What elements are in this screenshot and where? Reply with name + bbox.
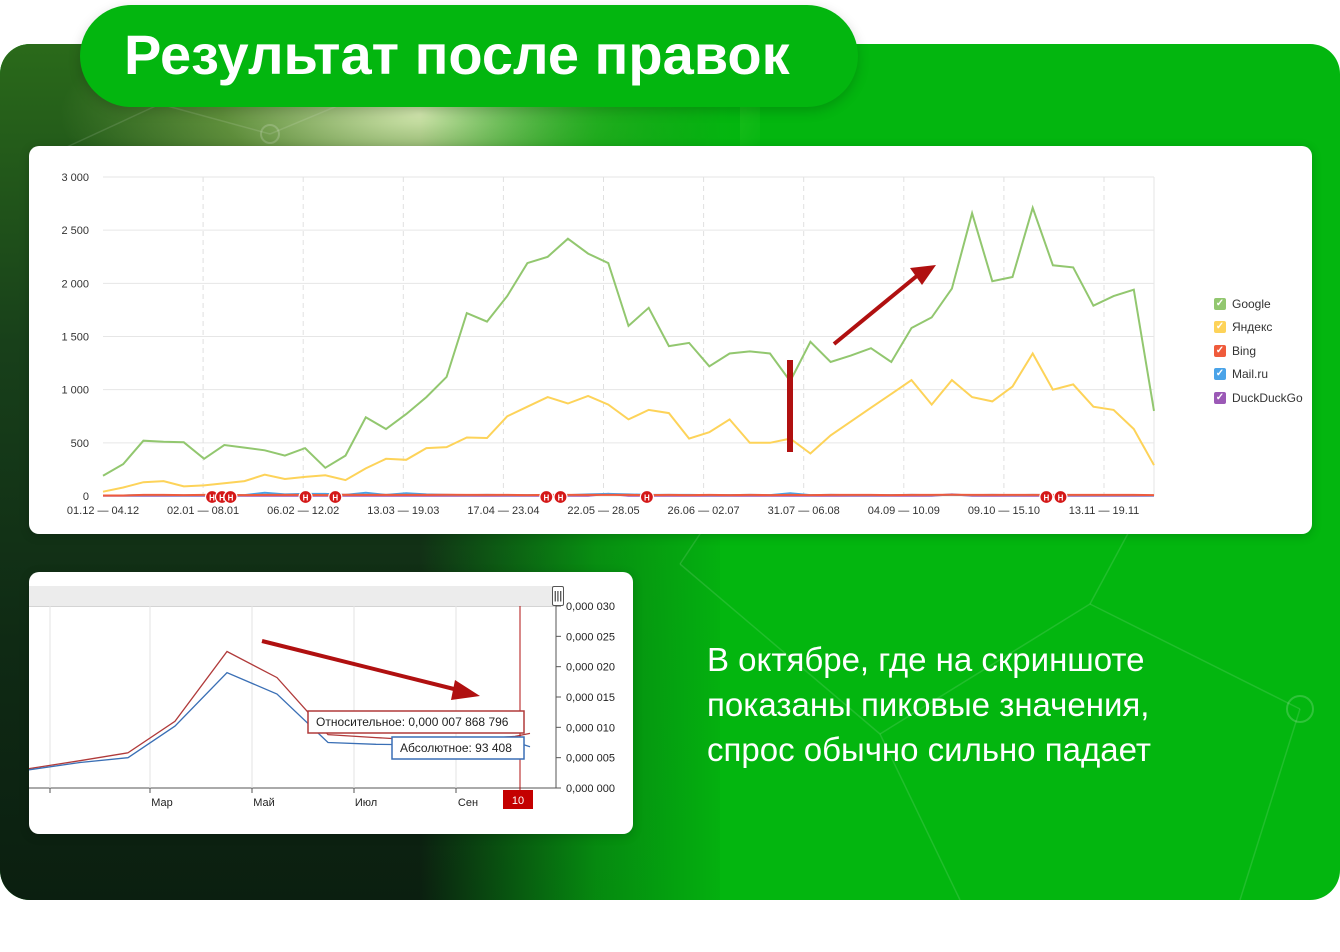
chart2-y-ticks: 0,000 030 0,000 025 0,000 020 0,000 015 0,00… xyxy=(566,601,615,795)
caption: В октябре, где на скриншоте показаны пик… xyxy=(707,637,1307,772)
chart2-x-ticks: Мар Май Июл Сен xyxy=(151,797,478,809)
chart2-y-tick-label: 0,000 015 xyxy=(566,692,615,704)
chart1-event-marker[interactable]: Н xyxy=(639,489,655,505)
chart1-y-tick-label: 0 xyxy=(83,491,89,503)
legend-label: DuckDuckGo xyxy=(1232,390,1303,405)
legend-item[interactable]: ✓ Mail.ru xyxy=(1214,363,1310,387)
chart1-y-tick-label: 2 000 xyxy=(61,278,89,290)
chart2-y-tick-label: 0,000 010 xyxy=(566,722,615,734)
title-pill xyxy=(80,5,858,107)
tooltip-relative xyxy=(307,710,525,734)
svg-text:Н: Н xyxy=(1058,494,1064,503)
up-arrow-head xyxy=(910,265,936,285)
page-title: Результат после правок xyxy=(124,23,790,86)
legend-checkbox[interactable]: ✓ xyxy=(1214,391,1226,404)
legend-label: Яндекс xyxy=(1232,320,1273,335)
chart1-lines xyxy=(102,204,1155,497)
svg-text:Н: Н xyxy=(558,494,564,503)
caption-line-3: спрос обычно сильно падает xyxy=(707,731,1151,768)
tooltip-absolute-text: Абсолютное: 93 408 xyxy=(400,741,512,755)
svg-text:Н: Н xyxy=(1043,494,1049,503)
chart1-x-tick-label: 31.07 — 06.08 xyxy=(768,505,840,517)
cursor-badge xyxy=(503,790,533,809)
legend-item[interactable]: ✓ Bing xyxy=(1214,339,1310,363)
legend-item[interactable]: ✓ DuckDuckGo xyxy=(1214,386,1310,410)
svg-text:Н: Н xyxy=(543,494,549,503)
chart1-series-google xyxy=(102,204,1155,477)
chart1-y-tick-label: 3 000 xyxy=(61,172,89,184)
legend-item[interactable]: ✓ Яндекс xyxy=(1214,316,1310,340)
svg-text:Н: Н xyxy=(644,494,650,503)
up-arrow-shaft xyxy=(832,273,920,346)
svg-text:Н: Н xyxy=(228,494,234,503)
svg-text:Н: Н xyxy=(332,494,338,503)
down-arrow-head xyxy=(451,680,480,700)
chart1-series-яндекс xyxy=(102,351,1155,493)
chart2-y-tick-label: 0,000 005 xyxy=(566,753,615,765)
down-arrow-shaft xyxy=(261,639,459,692)
scrollbar-track[interactable] xyxy=(29,586,557,607)
chart1-y-ticks: 3 000 2 500 2 000 1 500 1 000 500 0 xyxy=(61,172,89,503)
chart1-grid xyxy=(103,176,1155,497)
chart1-y-tick-label: 500 xyxy=(71,438,89,450)
svg-text:Н: Н xyxy=(303,494,309,503)
chart2-cursor: 10 xyxy=(503,606,533,809)
chart2-x-tick-label: Мар xyxy=(151,797,173,809)
chart2-y-tick-label: 0,000 025 xyxy=(566,631,615,643)
caption-line-2: показаны пиковые значения, xyxy=(707,686,1150,723)
chart1-x-tick-label: 13.11 — 19.11 xyxy=(1069,505,1140,517)
annotation-overlay xyxy=(787,265,936,452)
chart1-x-tick-label: 13.03 — 19.03 xyxy=(367,505,439,517)
legend-checkbox[interactable]: ✓ xyxy=(1214,321,1226,334)
legend-checkbox[interactable]: ✓ xyxy=(1214,344,1226,357)
network-pattern xyxy=(29,83,1314,900)
chart1-x-tick-label: 26.06 — 02.07 xyxy=(668,505,740,517)
legend-checkbox[interactable]: ✓ xyxy=(1214,297,1226,310)
tooltips: Относительное: 0,000 007 868 796 Абсолют… xyxy=(307,710,525,760)
chart1-event-marker[interactable]: Н xyxy=(1053,489,1068,505)
chart2-x-tick-label: Май xyxy=(253,797,275,809)
chart2-y-tick-label: 0,000 000 xyxy=(566,783,615,795)
chart1-event-marker[interactable]: Н xyxy=(539,489,554,505)
svg-text:Н: Н xyxy=(209,494,215,503)
chart1-x-tick-label: 01.12 — 04.12 xyxy=(67,505,139,517)
chart1-event-marker[interactable]: Н xyxy=(553,489,568,505)
chart1-event-marker[interactable]: Н xyxy=(328,489,343,505)
chart1-event-marker[interactable]: Н xyxy=(223,489,238,505)
tooltip-relative-text: Относительное: 0,000 007 868 796 xyxy=(316,715,509,729)
legend-label: Bing xyxy=(1232,343,1257,358)
chart2-y-tick-label: 0,000 020 xyxy=(566,662,615,674)
chart1-x-tick-label: 04.09 — 10.09 xyxy=(868,505,940,517)
chart1-x-ticks: 01.12 — 04.12 02.01 — 08.01 06.02 — 12.02 1… xyxy=(67,505,1139,517)
chart1-y-tick-label: 1 500 xyxy=(61,332,89,344)
chart1-event-marker[interactable]: Н xyxy=(1039,489,1054,505)
legend-checkbox[interactable]: ✓ xyxy=(1214,368,1226,381)
chart1-legend: ✓ Google ✓ Яндекс ✓ Bing ✓ Mail.ru ✓ DuckDuckGo xyxy=(1214,292,1310,410)
legend-label: Google xyxy=(1232,296,1271,311)
chart1-x-tick-label: 06.02 — 12.02 xyxy=(267,505,339,517)
down-arrow xyxy=(261,639,480,700)
chart1-x-tick-label: 09.10 — 15.10 xyxy=(968,505,1040,517)
chart1-x-tick-label: 02.01 — 08.01 xyxy=(167,505,239,517)
legend-label: Mail.ru xyxy=(1232,367,1269,382)
caption-line-1: В октябре, где на скриншоте xyxy=(707,641,1145,678)
chart1-x-tick-label: 17.04 — 23.04 xyxy=(467,505,539,517)
svg-text:Н: Н xyxy=(219,494,225,503)
chart1-event-marker[interactable]: Н xyxy=(298,489,313,505)
chart2-y-tick-label: 0,000 030 xyxy=(566,601,615,613)
chart1-y-tick-label: 2 500 xyxy=(61,225,89,237)
cursor-badge-label: 10 xyxy=(512,795,524,807)
legend-item[interactable]: ✓ Google xyxy=(1214,292,1310,316)
chart1-x-tick-label: 22.05 — 28.05 xyxy=(567,505,639,517)
chart1-series-bing xyxy=(103,493,1155,497)
search-engines-chart-card xyxy=(29,146,1312,534)
chart1-y-tick-label: 1 000 xyxy=(61,385,89,397)
chart2-x-tick-label: Июл xyxy=(355,797,377,809)
chart2-grid xyxy=(29,605,561,793)
tooltip-absolute xyxy=(391,736,525,760)
chart2-x-tick-label: Сен xyxy=(458,797,478,809)
